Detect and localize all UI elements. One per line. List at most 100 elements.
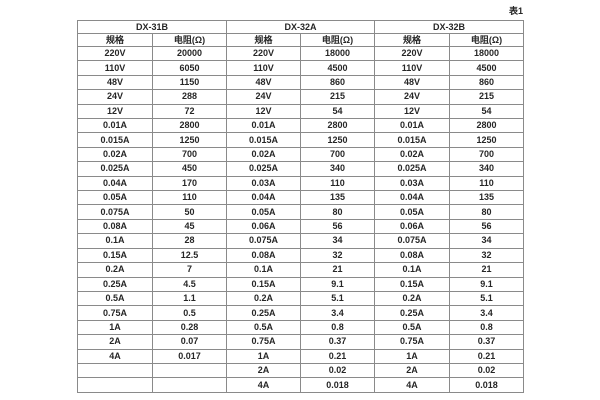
- table-row: 4A 0.018 4A 0.018: [77, 377, 525, 393]
- resistance-cell: 1250: [300, 132, 376, 148]
- spec-cell: 0.01A: [77, 118, 153, 134]
- resistance-cell: 0.5: [151, 305, 228, 321]
- spec-cell: 220V: [226, 45, 302, 62]
- col-header-resistance-dx32b: 电阻(Ω): [449, 33, 525, 47]
- resistance-cell: 340: [449, 161, 525, 177]
- spec-cell: 0.025A: [77, 161, 153, 177]
- resistance-cell: 110: [151, 190, 228, 206]
- resistance-cell: 34: [449, 233, 525, 249]
- resistance-cell: 860: [449, 74, 525, 91]
- table-row: 0.05A 110 0.04A 135 0.04A 135: [77, 190, 525, 206]
- resistance-cell: 32: [449, 247, 525, 264]
- spec-cell: 0.75A: [374, 334, 451, 350]
- spec-cell: 0.015A: [77, 132, 153, 148]
- group-header-dx32a: DX-32A: [226, 20, 376, 34]
- table-row: 0.25A 4.5 0.15A 9.1 0.15A 9.1: [77, 276, 525, 292]
- resistance-cell: 5.1: [449, 290, 525, 307]
- col-header-spec-dx31b: 规格: [77, 33, 153, 47]
- table-row: 0.75A 0.5 0.25A 3.4 0.25A 3.4: [77, 305, 525, 321]
- resistance-cell: 0.28: [151, 319, 228, 336]
- resistance-cell: 0.21: [449, 348, 525, 364]
- column-header-row: 规格 电阻(Ω) 规格 电阻(Ω) 规格 电阻(Ω): [77, 33, 525, 47]
- spec-cell: 0.2A: [374, 290, 451, 307]
- spec-cell: 220V: [77, 45, 153, 62]
- resistance-cell: 1250: [449, 132, 525, 148]
- spec-cell: 24V: [374, 89, 451, 105]
- resistance-cell: 80: [300, 204, 376, 220]
- spec-cell: 24V: [77, 89, 153, 105]
- spec-cell: 0.05A: [77, 190, 153, 206]
- table-row: 48V 1150 48V 860 48V 860: [77, 74, 525, 91]
- resistance-cell: 135: [449, 190, 525, 206]
- spec-cell: 2A: [226, 362, 302, 379]
- col-header-resistance-dx31b: 电阻(Ω): [151, 33, 228, 47]
- table-body: 220V 20000 220V 18000 220V 18000 110V 6050 110V 4…: [77, 45, 525, 393]
- spec-cell: 110V: [226, 60, 302, 76]
- spec-cell: 0.2A: [77, 262, 153, 278]
- spec-cell: 0.15A: [226, 276, 302, 292]
- resistance-cell: 4500: [300, 60, 376, 76]
- spec-cell: 0.08A: [77, 218, 153, 235]
- table-row: 0.5A 1.1 0.2A 5.1 0.2A 5.1: [77, 290, 525, 307]
- resistance-cell: [151, 362, 228, 379]
- resistance-cell: 700: [151, 146, 228, 163]
- resistance-cell: 28: [151, 233, 228, 249]
- resistance-cell: 110: [300, 175, 376, 192]
- spec-cell: 0.06A: [226, 218, 302, 235]
- resistance-cell: 56: [300, 218, 376, 235]
- table-row: 24V 288 24V 215 24V 215: [77, 89, 525, 105]
- resistance-cell: [151, 377, 228, 393]
- resistance-cell: 54: [300, 103, 376, 120]
- spec-cell: 0.1A: [374, 262, 451, 278]
- spec-cell: 48V: [374, 74, 451, 91]
- resistance-cell: 6050: [151, 60, 228, 76]
- resistance-cell: 21: [449, 262, 525, 278]
- spec-cell: 0.1A: [77, 233, 153, 249]
- resistance-cell: 170: [151, 175, 228, 192]
- resistance-cell: 215: [449, 89, 525, 105]
- resistance-cell: 700: [449, 146, 525, 163]
- spec-cell: 0.04A: [226, 190, 302, 206]
- resistance-cell: 20000: [151, 45, 228, 62]
- table-row: 12V 72 12V 54 12V 54: [77, 103, 525, 120]
- spec-cell: 0.04A: [77, 175, 153, 192]
- table-row: 4A 0.017 1A 0.21 1A 0.21: [77, 348, 525, 364]
- spec-cell: 0.25A: [226, 305, 302, 321]
- resistance-cell: 288: [151, 89, 228, 105]
- spec-cell: 0.03A: [374, 175, 451, 192]
- spec-cell: 0.2A: [226, 290, 302, 307]
- resistance-cell: 54: [449, 103, 525, 120]
- spec-cell: 24V: [226, 89, 302, 105]
- resistance-cell: 9.1: [449, 276, 525, 292]
- group-header-row: DX-31B DX-32A DX-32B: [76, 20, 525, 34]
- table-row: 0.025A 450 0.025A 340 0.025A 340: [77, 161, 525, 177]
- table-row: 220V 20000 220V 18000 220V 18000: [77, 45, 525, 62]
- resistance-cell: 0.017: [151, 348, 228, 364]
- resistance-cell: 5.1: [300, 290, 376, 307]
- resistance-cell: 56: [449, 218, 525, 235]
- spec-cell: 12V: [226, 103, 302, 120]
- spec-cell: [77, 362, 153, 379]
- table-row: 0.15A 12.5 0.08A 32 0.08A 32: [77, 247, 525, 264]
- resistance-cell: 0.8: [449, 319, 525, 336]
- group-header-dx32b: DX-32B: [374, 20, 525, 34]
- spec-cell: 0.5A: [77, 290, 153, 307]
- table-row: 1A 0.28 0.5A 0.8 0.5A 0.8: [77, 319, 525, 336]
- spec-cell: 0.06A: [374, 218, 451, 235]
- spec-cell: 0.04A: [374, 190, 451, 206]
- resistance-cell: 0.018: [300, 377, 376, 393]
- resistance-cell: 110: [449, 175, 525, 192]
- resistance-cell: 34: [300, 233, 376, 249]
- spec-cell: 0.015A: [226, 132, 302, 148]
- table-row: 0.015A 1250 0.015A 1250 0.015A 1250: [77, 132, 525, 148]
- spec-cell: 0.25A: [77, 276, 153, 292]
- resistance-cell: 860: [300, 74, 376, 91]
- spec-cell: [77, 377, 153, 393]
- resistance-cell: 0.37: [300, 334, 376, 350]
- resistance-cell: 12.5: [151, 247, 228, 264]
- resistance-cell: 0.07: [151, 334, 228, 350]
- resistance-cell: 1250: [151, 132, 228, 148]
- spec-cell: 48V: [77, 74, 153, 91]
- resistance-cell: 0.02: [300, 362, 376, 379]
- spec-cell: 0.25A: [374, 305, 451, 321]
